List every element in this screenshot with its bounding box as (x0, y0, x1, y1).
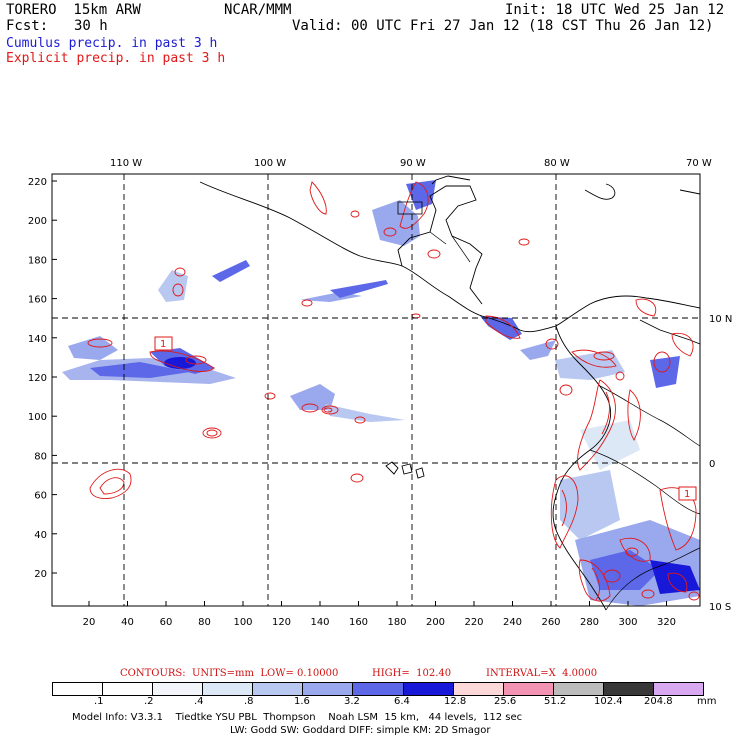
lon-label: 80 W (544, 158, 570, 169)
physics-info: LW: Godd SW: Goddard DIFF: simple KM: 2D… (230, 725, 491, 736)
colorbar-swatch (102, 683, 153, 695)
colorbar-swatch (652, 683, 704, 695)
y-tick-label: 20 (34, 569, 47, 580)
colorbar-level: 1.6 (294, 696, 310, 707)
valid-time: Valid: 00 UTC Fri 27 Jan 12 (18 CST Thu … (292, 18, 714, 34)
y-tick-label: 220 (28, 177, 47, 188)
x-tick-label: 220 (464, 617, 483, 628)
svg-text:1: 1 (684, 489, 690, 500)
cumulus-precip-areas (62, 180, 700, 606)
colorbar-level: 12.8 (444, 696, 467, 707)
lon-label: 110 W (110, 158, 142, 169)
x-tick-label: 240 (503, 617, 522, 628)
colorbar-level: 102.4 (594, 696, 623, 707)
x-tick-label: 140 (310, 617, 329, 628)
y-tick-label: 120 (28, 373, 47, 384)
model-info: Model Info: V3.3.1 Tiedtke YSU PBL Thomp… (72, 712, 523, 723)
svg-text:1: 1 (160, 339, 166, 350)
lat-label: 10 N (709, 314, 732, 325)
y-tick-label: 200 (28, 216, 47, 227)
y-tick-label: 160 (28, 295, 47, 306)
explicit-legend: Explicit precip. in past 3 h (6, 51, 226, 66)
x-tick-label: 180 (387, 617, 406, 628)
x-tick-label: 100 (233, 617, 252, 628)
colorbar-level: .4 (194, 696, 204, 707)
forecast-hour: 30 h (74, 18, 108, 34)
colorbar-swatch (452, 683, 503, 695)
forecast-label: Fcst: (6, 18, 49, 34)
x-tick-label: 40 (121, 617, 134, 628)
y-tick-label: 100 (28, 412, 47, 423)
y-tick-label: 180 (28, 255, 47, 266)
organization: NCAR/MMM (224, 2, 292, 18)
region-box (397, 201, 423, 215)
colorbar-level: 3.2 (344, 696, 360, 707)
lon-label: 100 W (254, 158, 286, 169)
y-tick-label: 40 (34, 530, 47, 541)
colorbar-swatch (252, 683, 303, 695)
colorbar-level: .2 (144, 696, 154, 707)
colorbar-swatch (502, 683, 553, 695)
y-tick-label: 140 (28, 334, 47, 345)
lat-label: 0 (709, 459, 715, 470)
lat-lon-grid (52, 174, 700, 606)
lon-label: 90 W (400, 158, 426, 169)
x-tick-label: 60 (160, 617, 173, 628)
colorbar-swatch (152, 683, 203, 695)
x-tick-label: 200 (426, 617, 445, 628)
colorbar-swatch (552, 683, 603, 695)
y-tick-label: 60 (34, 491, 47, 502)
contour-label-box: 1 (154, 336, 173, 351)
x-tick-label: 300 (618, 617, 637, 628)
contour-interval: INTERVAL=X 4.0000 (486, 668, 598, 679)
explicit-precip-contours (87, 181, 700, 602)
x-tick-label: 260 (541, 617, 560, 628)
colorbar-level: .1 (94, 696, 104, 707)
colorbar-level: 204.8 (644, 696, 673, 707)
cumulus-legend: Cumulus precip. in past 3 h (6, 36, 218, 51)
map-frame (51, 173, 701, 607)
colorbar-level: 6.4 (394, 696, 410, 707)
colorbar-swatch (602, 683, 653, 695)
colorbar-swatch (202, 683, 253, 695)
x-tick-label: 320 (657, 617, 676, 628)
x-tick-label: 20 (83, 617, 96, 628)
colorbar-labels: .1 .2 .4 .8 1.6 3.2 6.4 12.8 25.6 51.2 102.4 204.8 (0, 697, 740, 709)
colorbar-level: .8 (244, 696, 254, 707)
x-tick-label: 160 (349, 617, 368, 628)
lat-label: 10 S (709, 602, 731, 613)
colorbar-swatch (302, 683, 353, 695)
y-tick-label: 80 (34, 451, 47, 462)
model-name: TORERO 15km ARW (6, 2, 141, 18)
y-axis-ticks: 220 200 180 160 140 120 100 80 60 40 20 (28, 177, 57, 580)
x-tick-label: 280 (580, 617, 599, 628)
x-tick-label: 120 (272, 617, 291, 628)
contour-high: HIGH= 102.40 (372, 668, 452, 679)
colorbar (52, 682, 704, 696)
x-tick-label: 80 (198, 617, 211, 628)
contour-label-box: 1 (678, 486, 697, 501)
lon-label: 70 W (686, 158, 712, 169)
colorbar-unit: mm (697, 696, 717, 707)
colorbar-level: 25.6 (494, 696, 517, 707)
colorbar-swatch (53, 683, 103, 695)
colorbar-swatch (352, 683, 403, 695)
colorbar-level: 51.2 (544, 696, 567, 707)
contour-units: CONTOURS: UNITS=mm LOW= 0.10000 (120, 668, 339, 679)
x-axis-ticks: 20 40 60 80 100 120 140 160 180 200 220 240 260 280 30… (83, 601, 676, 628)
borders (429, 231, 701, 611)
init-time: Init: 18 UTC Wed 25 Jan 12 (505, 2, 725, 18)
colorbar-swatch (402, 683, 453, 695)
coastlines (199, 175, 701, 611)
